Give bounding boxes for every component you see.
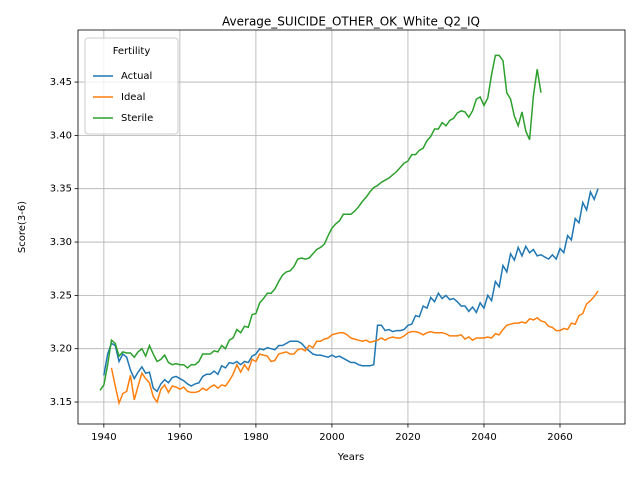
y-axis-label: Score(3-6): [17, 201, 28, 253]
x-tick-label: 1980: [243, 432, 268, 443]
plot-frame: [77, 29, 626, 425]
y-tick-label: 3.35: [50, 184, 72, 195]
x-tick-label: 2020: [395, 432, 420, 443]
legend: Fertility Actual Ideal Sterile: [84, 37, 179, 135]
legend-box: [84, 37, 179, 135]
grid: [78, 30, 625, 424]
chart-title: Average_SUICIDE_OTHER_OK_White_Q2_IQ: [222, 15, 480, 29]
x-axis-label: Years: [337, 452, 364, 463]
x-tick-label: 2040: [471, 432, 496, 443]
y-tick-label: 3.40: [50, 130, 72, 141]
legend-label: Actual: [121, 71, 152, 82]
legend-label: Sterile: [121, 113, 153, 124]
x-tick-label: 2000: [319, 432, 344, 443]
series-line: [99, 54, 542, 391]
y-tick-label: 3.25: [50, 290, 72, 301]
y-tick-label: 3.45: [50, 77, 72, 88]
x-tick-label: 1960: [167, 432, 192, 443]
y-tick-label: 3.30: [50, 237, 72, 248]
y-tick-label: 3.15: [50, 397, 72, 408]
series-line: [110, 290, 599, 406]
y-tick-label: 3.20: [50, 344, 72, 355]
legend-title: Fertility: [113, 46, 151, 57]
legend-label: Ideal: [121, 92, 145, 103]
x-tick-label: 1940: [91, 432, 116, 443]
x-tick-label: 2060: [547, 432, 572, 443]
series-line: [103, 188, 599, 393]
